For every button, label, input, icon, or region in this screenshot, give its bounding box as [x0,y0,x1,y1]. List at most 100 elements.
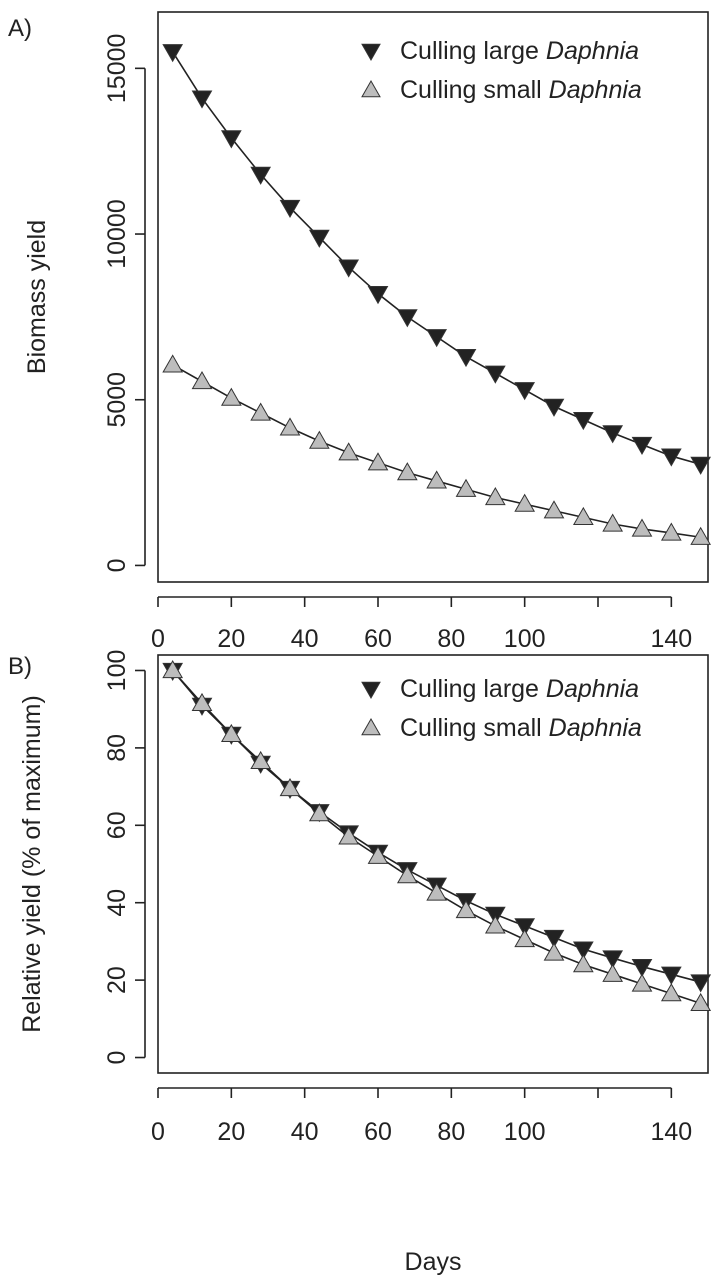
x-tick-label: 140 [650,625,692,653]
data-point [367,286,389,305]
data-point [572,411,594,431]
data-point [279,778,301,797]
data-point [220,387,242,406]
data-point [162,354,184,373]
series-line [172,364,701,539]
data-point [660,966,682,985]
series-small [162,354,711,545]
panel-a-plot-frame [157,11,709,583]
panel-b-plot-frame [157,654,709,1074]
data-point [338,259,360,278]
data-point [690,992,711,1011]
data-point [514,382,536,401]
data-point [455,899,477,919]
data-point [396,462,418,481]
y-tick-label: 40 [103,889,131,917]
x-tick-label: 40 [291,625,319,653]
data-point [514,918,536,937]
x-tick-label: 100 [504,1118,546,1146]
x-tick-label: 100 [504,625,546,653]
data-point [543,398,565,417]
data-point [572,506,594,526]
legend-label-large: Culling large Daphnia [400,37,639,65]
legend-marker [361,717,381,736]
x-tick-label: 80 [437,1118,465,1146]
legend-marker [361,43,381,62]
x-tick-label: 140 [650,1118,692,1146]
data-point [484,486,506,506]
data-point [660,983,682,1002]
data-point [543,942,565,961]
panel-a-biomass-yield: A) Biomass yield 0 20 40 60 80 100 140 0 5000 100… [8,11,711,653]
data-point [602,425,624,444]
y-tick-label: 15000 [103,34,131,104]
y-tick-label: 0 [103,1051,131,1065]
x-tick-label: 0 [151,625,165,653]
panel-b-axes: 0 20 40 60 80 100 140 0 20 40 60 80 100 [103,650,692,1146]
panel-b-legend-entry-small: Culling small Daphnia [361,714,642,742]
panel-b-series [162,659,711,1011]
y-tick-label: 0 [103,558,131,572]
data-point [191,370,213,390]
panel-b-legend-entry-large: Culling large Daphnia [361,675,639,703]
data-point [631,518,653,537]
legend-label-large: Culling large Daphnia [400,675,639,703]
data-point [514,928,536,948]
data-point [543,929,565,949]
data-point [367,452,389,471]
data-point [602,950,624,969]
data-point [220,130,242,149]
legend-label-small: Culling small Daphnia [400,76,642,104]
data-point [660,448,682,467]
panel-b-y-axis-title: Relative yield (% of maximum) [18,695,46,1033]
data-point [279,199,301,219]
y-tick-label: 60 [103,811,131,839]
data-point [250,750,272,770]
panel-a-series [162,44,711,545]
legend-marker [361,681,381,700]
y-tick-label: 80 [103,734,131,762]
data-point [162,44,184,63]
x-tick-label: 20 [217,625,245,653]
data-point [250,166,272,185]
data-point [396,309,418,328]
data-point [484,915,506,934]
data-point [338,442,360,461]
x-tick-label: 40 [291,1118,319,1146]
data-point [396,865,418,884]
data-point [514,493,536,512]
panel-a-legend-entry-large: Culling large Daphnia [361,37,639,65]
panel-b-legend: Culling large Daphnia Culling small Daph… [361,675,642,742]
data-point [162,659,184,679]
panel-a-y-axis-title: Biomass yield [23,220,51,374]
data-point [572,941,594,960]
data-point [308,229,330,248]
data-point [308,430,330,449]
data-point [191,90,213,109]
x-tick-label: 0 [151,1118,165,1146]
x-tick-label: 20 [217,1118,245,1146]
legend-marker [361,79,381,98]
panel-a-legend: Culling large Daphnia Culling small Daph… [361,37,642,104]
panel-a-axes: 0 20 40 60 80 100 140 0 5000 10000 15000 [103,34,692,653]
series-small [162,659,711,1011]
data-point [455,349,477,368]
data-point [602,513,624,532]
data-point [602,963,624,982]
y-tick-label: 100 [103,650,131,692]
y-tick-label: 10000 [103,199,131,269]
series-line [171,51,701,466]
data-point [572,954,594,973]
panel-b-relative-yield: B) Relative yield (% of maximum) 0 20 40 60… [8,650,711,1146]
data-point [426,329,448,348]
data-point [250,402,272,421]
data-point [338,826,360,845]
data-point [660,522,682,541]
series-large [162,44,711,475]
panel-b-label: B) [8,653,32,680]
data-point [631,973,653,992]
data-point [367,845,389,864]
data-point [220,723,242,742]
data-point [308,803,330,822]
